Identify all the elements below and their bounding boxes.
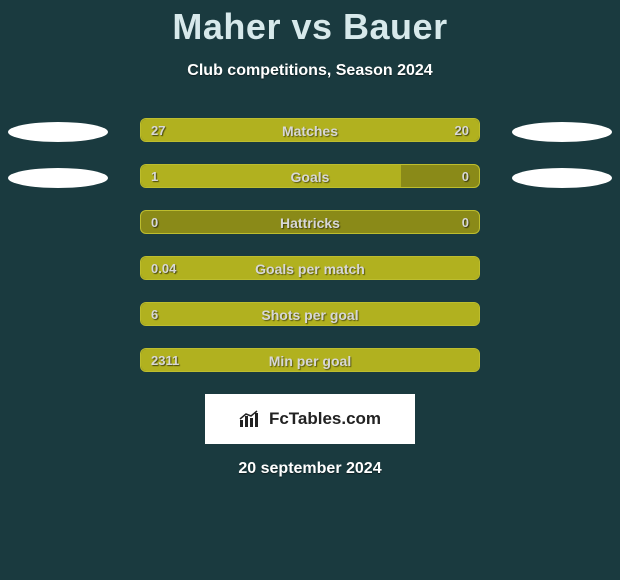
- bar-fill-left: [141, 349, 479, 371]
- bar-fill-left: [141, 165, 401, 187]
- logo-main: Tables: [289, 409, 342, 428]
- bar-track: Goals per match0.04: [140, 256, 480, 280]
- bar-track: Min per goal2311: [140, 348, 480, 372]
- stat-row: Hattricks0 0: [0, 210, 620, 234]
- bar-track: Goals10: [140, 164, 480, 188]
- logo-text: FcTables.com: [269, 409, 381, 429]
- page-title: Maher vs Bauer: [0, 6, 620, 48]
- bar-fill-left: [141, 303, 479, 325]
- stat-rows: Matches2720Goals10Hattricks00Goals per m…: [0, 118, 620, 372]
- bar-fill-left: [141, 257, 479, 279]
- stat-row: Goals per match0.04: [0, 256, 620, 280]
- logo-suffix: .com: [341, 409, 381, 428]
- stat-row: Matches2720: [0, 118, 620, 142]
- row-decor-left: [8, 122, 108, 142]
- stat-row: Goals10: [0, 164, 620, 188]
- player2-name: Bauer: [343, 6, 448, 47]
- date-label: 20 september 2024: [0, 460, 620, 478]
- stat-row: Min per goal2311: [0, 348, 620, 372]
- player1-name: Maher: [172, 6, 281, 47]
- logo-box: FcTables.com: [205, 394, 415, 444]
- bar-track: Shots per goal6: [140, 302, 480, 326]
- bar-chart-icon: [239, 410, 263, 428]
- bar-label: Hattricks: [141, 211, 479, 234]
- row-decor-left: [8, 168, 108, 188]
- bar-track: Matches2720: [140, 118, 480, 142]
- subtitle: Club competitions, Season 2024: [0, 62, 620, 80]
- comparison-card: Maher vs Bauer Club competitions, Season…: [0, 0, 620, 478]
- bar-track: Hattricks0 0: [140, 210, 480, 234]
- logo-prefix: Fc: [269, 409, 289, 428]
- value-right: 0: [462, 165, 469, 188]
- row-decor-right: [512, 122, 612, 142]
- vs-separator: vs: [291, 6, 332, 47]
- row-decor-right: [512, 168, 612, 188]
- value-right: 0: [462, 211, 469, 234]
- value-left: 0: [151, 211, 158, 234]
- stat-row: Shots per goal6: [0, 302, 620, 326]
- bar-fill-right: [334, 119, 479, 141]
- bar-fill-left: [141, 119, 334, 141]
